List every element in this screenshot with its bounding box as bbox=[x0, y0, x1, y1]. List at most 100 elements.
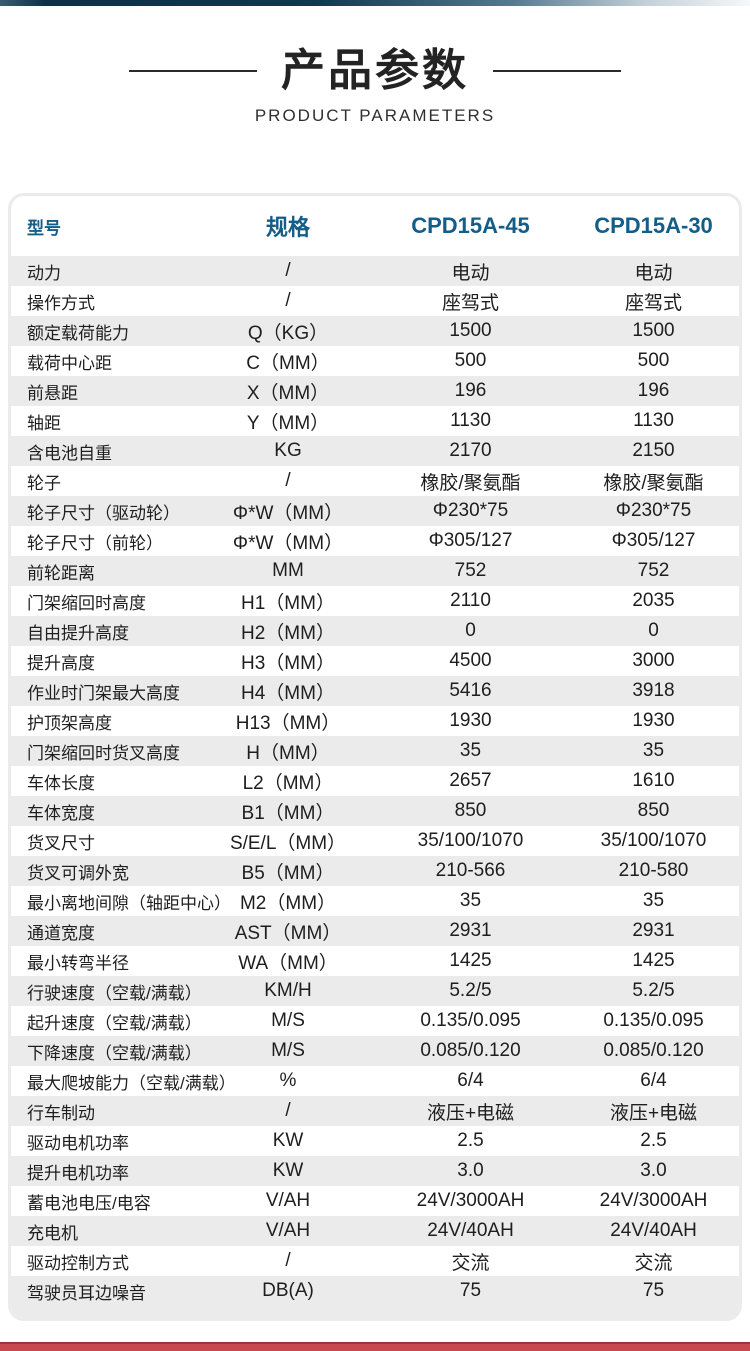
spec-label: 驾驶员耳边噪音 bbox=[27, 1283, 146, 1303]
spec-unit: / bbox=[285, 470, 291, 491]
spec-unit: L2（MM） bbox=[242, 772, 334, 794]
spec-unit: M2（MM） bbox=[239, 892, 337, 914]
spec-label: 操作方式 bbox=[27, 293, 95, 313]
spec-unit: V/AH bbox=[265, 1190, 311, 1211]
table-row: 最小离地间隙（轴距中心） M2（MM） 35 35 bbox=[11, 886, 739, 916]
table-row: 护顶架高度 H13（MM） 1930 1930 bbox=[11, 706, 739, 736]
spec-unit: / bbox=[285, 1250, 291, 1271]
value-cpd15a-45: 24V/40AH bbox=[427, 1220, 514, 1241]
value-cpd15a-30: 3918 bbox=[632, 680, 675, 701]
value-cpd15a-45: 500 bbox=[454, 350, 487, 371]
spec-unit: B1（MM） bbox=[241, 802, 335, 824]
value-cpd15a-30: 橡胶/聚氨酯 bbox=[603, 472, 704, 494]
table-row: 驱动电机功率 KW 2.5 2.5 bbox=[11, 1126, 739, 1156]
value-cpd15a-30: 35/100/1070 bbox=[600, 830, 707, 851]
header-model-cpd15a-45: CPD15A-45 bbox=[411, 213, 530, 238]
value-cpd15a-30: 1425 bbox=[632, 950, 675, 971]
table-row: 操作方式 / 座驾式 座驾式 bbox=[11, 286, 739, 316]
table-row: 前悬距 X（MM） 196 196 bbox=[11, 376, 739, 406]
spec-label: 车体长度 bbox=[27, 773, 95, 793]
value-cpd15a-30: 1500 bbox=[632, 320, 675, 341]
value-cpd15a-30: 500 bbox=[637, 350, 670, 371]
table-row: 起升速度（空载/满载） M/S 0.135/0.095 0.135/0.095 bbox=[11, 1006, 739, 1036]
value-cpd15a-45: 电动 bbox=[451, 262, 490, 284]
value-cpd15a-45: 3.0 bbox=[457, 1160, 484, 1181]
section-header: 产品参数 PRODUCT PARAMETERS bbox=[0, 46, 750, 126]
spec-unit: V/AH bbox=[265, 1220, 311, 1241]
table-row: 前轮距离 MM 752 752 bbox=[11, 556, 739, 586]
spec-unit: H13（MM） bbox=[235, 712, 341, 734]
spec-table-card: 型号 规格 CPD15A-45 CPD15A-30 动力 / 电动 电动 操作方式 / 座驾… bbox=[8, 193, 742, 1321]
value-cpd15a-30: 35 bbox=[642, 740, 665, 761]
spec-label: 最大爬坡能力（空载/满载） bbox=[27, 1073, 236, 1093]
value-cpd15a-45: 35 bbox=[459, 740, 482, 761]
title-row: 产品参数 bbox=[0, 46, 750, 97]
title-rule-right bbox=[493, 70, 621, 73]
value-cpd15a-30: 座驾式 bbox=[624, 292, 682, 314]
value-cpd15a-45: 0 bbox=[465, 620, 476, 641]
spec-unit: % bbox=[279, 1070, 297, 1091]
value-cpd15a-30: 752 bbox=[637, 560, 670, 581]
spec-label: 下降速度（空载/满载） bbox=[27, 1043, 202, 1063]
table-row: 货叉可调外宽 B5（MM） 210-566 210-580 bbox=[11, 856, 739, 886]
spec-label: 蓄电池电压/电容 bbox=[27, 1193, 151, 1213]
spec-label: 充电机 bbox=[27, 1223, 78, 1243]
value-cpd15a-30: 75 bbox=[642, 1280, 665, 1301]
value-cpd15a-45: 196 bbox=[454, 380, 487, 401]
table-row: 轮子尺寸（前轮） Φ*W（MM） Φ305/127 Φ305/127 bbox=[11, 526, 739, 556]
spec-label: 门架缩回时高度 bbox=[27, 593, 146, 613]
spec-label: 轮子尺寸（驱动轮） bbox=[27, 503, 180, 523]
value-cpd15a-30: 交流 bbox=[634, 1252, 673, 1274]
spec-label: 护顶架高度 bbox=[27, 713, 112, 733]
table-row: 最大爬坡能力（空载/满载）% 6/4 6/4 bbox=[11, 1066, 739, 1096]
table-row: 驱动控制方式 / 交流 交流 bbox=[11, 1246, 739, 1276]
table-row: 额定载荷能力 Q（KG） 1500 1500 bbox=[11, 316, 739, 346]
spec-label: 通道宽度 bbox=[27, 923, 95, 943]
spec-unit: Φ*W（MM） bbox=[232, 532, 344, 554]
spec-label: 轮子 bbox=[27, 473, 61, 493]
value-cpd15a-30: 24V/40AH bbox=[610, 1220, 697, 1241]
spec-unit: / bbox=[285, 1100, 291, 1121]
value-cpd15a-45: 2170 bbox=[449, 440, 492, 461]
table-row: 最小转弯半径 WA（MM） 1425 1425 bbox=[11, 946, 739, 976]
value-cpd15a-45: 0.085/0.120 bbox=[420, 1040, 521, 1061]
value-cpd15a-30: 850 bbox=[637, 800, 670, 821]
table-row: 提升电机功率 KW 3.0 3.0 bbox=[11, 1156, 739, 1186]
value-cpd15a-30: 35 bbox=[642, 890, 665, 911]
top-accent-bar bbox=[0, 0, 750, 6]
spec-label: 提升电机功率 bbox=[27, 1163, 129, 1183]
spec-unit: DB(A) bbox=[262, 1280, 314, 1301]
value-cpd15a-30: 2931 bbox=[632, 920, 675, 941]
value-cpd15a-45: 1930 bbox=[449, 710, 492, 731]
spec-label: 自由提升高度 bbox=[27, 623, 129, 643]
spec-label: 提升高度 bbox=[27, 653, 95, 673]
value-cpd15a-45: 橡胶/聚氨酯 bbox=[420, 472, 521, 494]
spec-unit: S/E/L（MM） bbox=[229, 832, 347, 854]
value-cpd15a-30: 2035 bbox=[632, 590, 675, 611]
spec-label: 行车制动 bbox=[27, 1103, 95, 1123]
spec-unit: H4（MM） bbox=[241, 682, 335, 704]
value-cpd15a-45: 24V/3000AH bbox=[416, 1190, 525, 1211]
spec-label: 轮子尺寸（前轮） bbox=[27, 533, 163, 553]
value-cpd15a-45: 2110 bbox=[450, 590, 491, 611]
table-row: 行车制动 / 液压+电磁 液压+电磁 bbox=[11, 1096, 739, 1126]
table-row: 门架缩回时货叉高度 H（MM） 35 35 bbox=[11, 736, 739, 766]
table-bottom-spacer bbox=[11, 1306, 739, 1318]
spec-unit: C（MM） bbox=[246, 352, 330, 374]
value-cpd15a-30: 1930 bbox=[632, 710, 675, 731]
value-cpd15a-45: 2.5 bbox=[457, 1130, 484, 1151]
spec-label: 作业时门架最大高度 bbox=[27, 683, 180, 703]
spec-label: 门架缩回时货叉高度 bbox=[27, 743, 180, 763]
table-row: 车体长度 L2（MM） 2657 1610 bbox=[11, 766, 739, 796]
spec-unit: / bbox=[285, 260, 291, 281]
value-cpd15a-30: 3000 bbox=[632, 650, 675, 671]
value-cpd15a-30: 1130 bbox=[633, 410, 674, 431]
spec-unit: KW bbox=[272, 1160, 304, 1181]
table-row: 货叉尺寸 S/E/L（MM） 35/100/1070 35/100/1070 bbox=[11, 826, 739, 856]
spec-unit: H2（MM） bbox=[241, 622, 335, 644]
table-row: 驾驶员耳边噪音 DB(A) 75 75 bbox=[11, 1276, 739, 1306]
section-title: 产品参数 bbox=[281, 46, 469, 95]
value-cpd15a-30: 液压+电磁 bbox=[609, 1102, 698, 1124]
spec-label: 起升速度（空载/满载） bbox=[27, 1013, 202, 1033]
table-row: 自由提升高度 H2（MM） 0 0 bbox=[11, 616, 739, 646]
